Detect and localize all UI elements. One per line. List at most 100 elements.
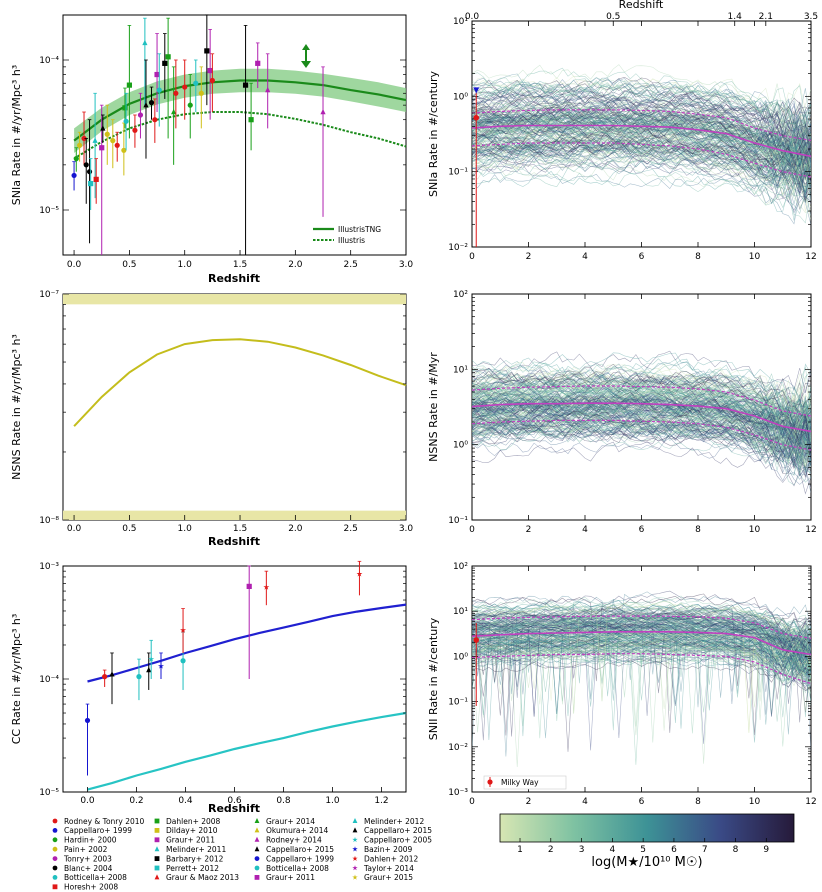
galaxy-track [472,373,811,429]
galaxy-track [472,121,811,177]
galaxy-track [472,113,811,161]
galaxy-track [472,109,811,164]
galaxy-track [472,377,811,441]
galaxy-track [472,140,811,195]
top-tick-label: 0.0 [465,12,480,22]
galaxy-track [472,419,811,466]
legend-label: Pain+ 2002 [64,845,108,854]
galaxy-track [472,426,811,489]
legend-label: Perrett+ 2012 [166,864,219,873]
galaxy-track [472,367,811,425]
galaxy-track [472,621,811,737]
galaxy-track [472,370,811,409]
cc-ibc-line [87,711,407,791]
galaxy-track [472,625,811,664]
galaxy-track [472,98,811,143]
galaxy-track [472,641,811,741]
data-marker [254,875,260,880]
galaxy-track [472,95,811,158]
galaxy-track [472,626,811,667]
galaxy-track [472,402,811,459]
galaxy-track [472,122,811,169]
x-tick-label: 4 [582,252,588,262]
galaxy-track [472,615,811,658]
galaxy-track [472,602,811,660]
legend-label: Cappellaro+ 2005 [364,836,432,845]
galaxy-track [472,91,811,144]
panel-snii-lookback: 0 2 4 6 8 10 12 10⁻³ 10⁻² 10⁻¹ 10⁰ 10¹ 10² SNII Rate… [427,562,817,807]
galaxy-track [472,613,811,653]
galaxy-track [472,638,811,757]
galaxy-track [472,141,811,174]
galaxy-track [472,611,811,649]
x-tick-label: 4 [582,525,588,535]
galaxy-track [472,129,811,190]
galaxy-track [472,604,811,643]
data-marker [114,142,120,148]
galaxy-track [472,90,811,146]
galaxy-track [472,149,811,212]
y-tick-label: 10⁻¹ [448,698,468,708]
galaxy-track [472,396,811,458]
galaxy-track [472,620,811,662]
galaxy-track [472,132,811,184]
galaxy-track [472,112,811,163]
galaxy-track [472,629,811,677]
x-tick-label: 10 [749,252,761,262]
galaxy-track [472,394,811,461]
galaxy-track [472,622,811,751]
data-marker [126,82,132,88]
data-marker [104,131,110,137]
x-tick-label: 8 [695,525,701,535]
galaxy-track [472,401,811,462]
galaxy-track [472,395,811,442]
galaxy-track [472,387,811,442]
galaxy-track [472,395,811,439]
galaxy-track [472,645,811,739]
galaxy-track [472,642,811,679]
galaxy-track [472,390,811,440]
x-tick-label: 2 [526,252,532,262]
galaxy-track [472,638,811,679]
galaxy-track [472,395,811,454]
galaxy-track [472,391,811,450]
galaxy-track [472,411,811,455]
galaxy-track [472,633,811,711]
galaxy-track [472,139,811,202]
galaxy-track [472,646,811,733]
galaxy-track [472,413,811,467]
galaxy-track [472,412,811,467]
galaxy-track [472,630,811,670]
galaxy-track [472,138,811,201]
galaxy-track [472,115,811,174]
galaxy-track [472,366,811,411]
galaxy-track [472,378,811,431]
galaxy-track [472,630,811,715]
y-tick-label: 10⁻⁵ [39,206,59,216]
galaxy-track [472,115,811,168]
galaxy-track [472,386,811,443]
galaxy-track [472,166,811,220]
galaxy-track [472,398,811,453]
y-tick-label: 10⁰ [453,652,468,662]
galaxy-track [472,376,811,429]
galaxy-track [472,379,811,423]
data-marker [204,48,210,54]
galaxy-track [472,601,811,659]
panel-frame [62,565,407,793]
galaxy-track [472,387,811,440]
galaxy-track [472,618,811,683]
x-tick-label: 1.2 [374,796,388,806]
galaxy-track [472,147,811,198]
galaxy-track [472,631,811,665]
galaxy-track [472,83,811,132]
galaxy-track [472,413,811,459]
data-marker [52,875,58,880]
galaxy-track [472,148,811,193]
galaxy-track [472,636,811,705]
data-marker [246,583,252,589]
galaxy-track [472,619,811,718]
galaxy-track [472,646,811,691]
galaxy-track [472,635,811,674]
galaxy-track [472,127,811,180]
